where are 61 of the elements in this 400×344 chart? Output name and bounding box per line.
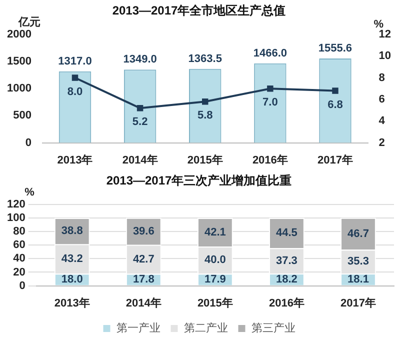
data-label: 7.0 xyxy=(262,96,278,109)
x-tick-label: 2013年 xyxy=(54,296,90,310)
data-label: 18.1 xyxy=(348,273,369,286)
data-label: 38.8 xyxy=(61,225,83,238)
y2-tick-label: 12 xyxy=(378,28,392,40)
legend-label: 第一产业 xyxy=(116,322,160,335)
y-tick-label: 500 xyxy=(13,110,32,122)
data-label: 8.0 xyxy=(67,86,83,98)
data-label: 37.3 xyxy=(276,254,298,267)
y2-tick-label: 10 xyxy=(378,50,392,62)
y2-tick-label: 4 xyxy=(378,115,386,128)
data-label: 18.2 xyxy=(276,273,298,286)
data-label: 39.6 xyxy=(132,225,154,238)
data-label: 17.9 xyxy=(204,274,226,286)
y2-axis-title: % xyxy=(374,18,384,30)
x-tick-label: 2014年 xyxy=(122,153,158,166)
data-label: 1363.5 xyxy=(188,52,222,65)
chart-title: 2013—2017年三次产业增加值比重 xyxy=(106,174,292,188)
y-tick-label: 0 xyxy=(25,136,32,149)
y-tick-label: 1000 xyxy=(6,82,32,95)
x-tick-label: 2017年 xyxy=(317,153,353,166)
y-tick-label: 100 xyxy=(6,212,26,224)
y-tick-label: 20 xyxy=(13,266,26,278)
data-label: 42.7 xyxy=(132,253,154,266)
x-tick-label: 2015年 xyxy=(197,296,233,310)
data-label: 5.8 xyxy=(197,110,213,122)
data-label: 18.0 xyxy=(61,273,83,286)
chart-title: 2013—2017年全市地区生产总值 xyxy=(112,4,286,18)
data-label: 1349.0 xyxy=(123,54,157,66)
y-axis-title: 亿元 xyxy=(17,16,40,28)
data-label: 17.8 xyxy=(132,274,154,286)
data-label: 1466.0 xyxy=(253,47,288,60)
data-label: 40.0 xyxy=(204,254,226,266)
x-tick-label: 2013年 xyxy=(57,153,93,166)
data-label: 35.3 xyxy=(348,256,369,268)
y-tick-label: 0 xyxy=(19,280,26,292)
data-label: 43.2 xyxy=(61,252,83,265)
data-label: 5.2 xyxy=(132,116,148,128)
x-tick-label: 2016年 xyxy=(268,296,304,310)
legend-label: 第三产业 xyxy=(251,322,296,335)
data-label: 44.5 xyxy=(276,227,298,240)
y-tick-label: 80 xyxy=(13,226,26,238)
x-tick-label: 2015年 xyxy=(187,153,223,166)
y-axis-title: % xyxy=(24,186,35,198)
y2-tick-label: 2 xyxy=(378,136,385,149)
x-tick-label: 2016年 xyxy=(252,153,288,166)
y-tick-label: 1500 xyxy=(6,56,32,68)
x-tick-label: 2014年 xyxy=(126,296,162,310)
y-tick-label: 60 xyxy=(13,239,26,252)
data-label: 1555.6 xyxy=(318,42,352,55)
y2-tick-label: 8 xyxy=(378,72,385,84)
data-label: 1317.0 xyxy=(58,55,92,68)
x-tick-label: 2017年 xyxy=(340,296,376,310)
y-tick-label: 120 xyxy=(6,198,26,210)
legend-label: 第二产业 xyxy=(184,322,228,335)
data-label: 6.8 xyxy=(328,98,343,111)
y-tick-label: 2000 xyxy=(6,28,32,40)
y2-tick-label: 6 xyxy=(378,93,385,106)
data-label: 42.1 xyxy=(204,226,226,238)
data-label: 46.7 xyxy=(348,228,369,240)
y-tick-label: 40 xyxy=(13,252,26,265)
